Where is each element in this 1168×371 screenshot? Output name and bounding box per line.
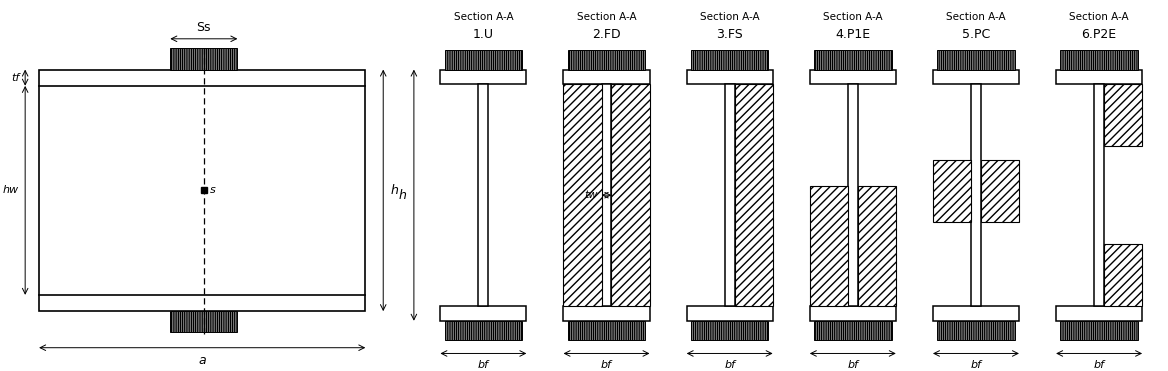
Text: Section A-A: Section A-A: [946, 12, 1006, 22]
Text: Section A-A: Section A-A: [700, 12, 759, 22]
Text: 2.FD: 2.FD: [592, 28, 621, 41]
Bar: [445, 321, 522, 340]
Text: Section A-A: Section A-A: [823, 12, 883, 22]
Bar: [612, 84, 649, 306]
Text: bf: bf: [478, 360, 489, 370]
Bar: [568, 50, 645, 69]
Bar: [479, 84, 488, 306]
Text: tw: tw: [584, 190, 598, 200]
Bar: [691, 50, 769, 69]
Bar: [1056, 306, 1142, 321]
Bar: [445, 50, 522, 69]
Bar: [809, 186, 848, 306]
Text: h: h: [398, 189, 406, 202]
Text: 6.P2E: 6.P2E: [1082, 28, 1117, 41]
Text: bf: bf: [724, 360, 735, 370]
Bar: [687, 69, 773, 84]
Bar: [1104, 84, 1142, 147]
Bar: [933, 160, 971, 222]
Text: s: s: [210, 186, 216, 196]
Bar: [809, 306, 896, 321]
Bar: [848, 84, 857, 306]
Bar: [933, 306, 1018, 321]
Bar: [563, 306, 649, 321]
Bar: [735, 84, 773, 306]
Bar: [1061, 321, 1138, 340]
Text: a: a: [199, 354, 206, 367]
Bar: [933, 69, 1018, 84]
Bar: [1061, 50, 1138, 69]
Bar: [440, 69, 527, 84]
Bar: [171, 48, 237, 69]
Bar: [602, 84, 612, 306]
Text: Section A-A: Section A-A: [577, 12, 637, 22]
Bar: [971, 84, 981, 306]
Bar: [724, 84, 735, 306]
Bar: [857, 186, 896, 306]
Text: bf: bf: [971, 360, 981, 370]
Bar: [563, 84, 602, 306]
Bar: [1056, 69, 1142, 84]
Text: Ss: Ss: [196, 21, 211, 34]
Text: bf: bf: [1093, 360, 1105, 370]
Bar: [691, 321, 769, 340]
Text: 3.FS: 3.FS: [716, 28, 743, 41]
Text: bf: bf: [847, 360, 858, 370]
Text: 5.PC: 5.PC: [961, 28, 990, 41]
Bar: [568, 321, 645, 340]
Bar: [937, 321, 1015, 340]
Text: h: h: [390, 184, 398, 197]
Text: Section A-A: Section A-A: [453, 12, 513, 22]
Bar: [1094, 84, 1104, 306]
Bar: [1104, 244, 1142, 306]
Bar: [814, 50, 891, 69]
Bar: [687, 306, 773, 321]
Text: Section A-A: Section A-A: [1069, 12, 1129, 22]
Text: bf: bf: [602, 360, 612, 370]
Bar: [981, 160, 1018, 222]
Bar: [809, 69, 896, 84]
Text: A: A: [208, 58, 215, 68]
Bar: [440, 306, 527, 321]
Text: 4.P1E: 4.P1E: [835, 28, 870, 41]
Text: hw: hw: [4, 186, 19, 196]
Text: tf: tf: [11, 73, 19, 83]
Bar: [171, 311, 237, 332]
Bar: [39, 69, 366, 311]
Bar: [814, 321, 891, 340]
Text: 1.U: 1.U: [473, 28, 494, 41]
Bar: [563, 69, 649, 84]
Bar: [937, 50, 1015, 69]
